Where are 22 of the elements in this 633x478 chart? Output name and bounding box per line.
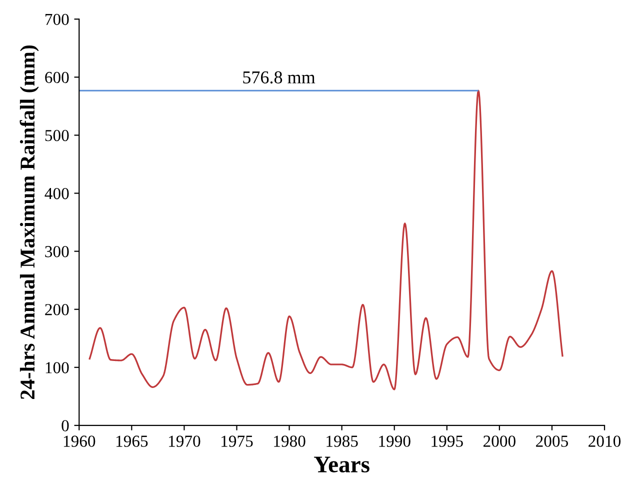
x-tick-label: 1995 (432, 436, 463, 447)
y-tick-label: 500 (45, 130, 69, 142)
x-tick-label: 1970 (169, 436, 200, 447)
x-tick-label: 1960 (64, 436, 96, 447)
y-axis-title: 24-hrs Annual Maximum Rainfall (mm) (20, 46, 39, 400)
x-tick-label: 1975 (222, 436, 253, 447)
ref-line-label: 576.8 mm (243, 71, 316, 84)
y-tick-label: 400 (44, 188, 69, 200)
y-tick-label: 100 (46, 362, 69, 374)
y-tick-label: 0 (62, 420, 69, 432)
y-tick-label: 700 (46, 14, 69, 26)
y-tick-label: 600 (45, 72, 69, 84)
x-tick-label: 1980 (274, 436, 306, 447)
y-tick-label: 300 (45, 246, 69, 258)
x-tick-label: 2005 (536, 436, 568, 447)
x-tick-label: 1985 (326, 436, 358, 447)
x-tick-label: 1990 (379, 436, 410, 447)
y-tick-label: 200 (45, 304, 69, 316)
x-tick-label: 1965 (116, 436, 148, 447)
x-axis-title: Years (314, 456, 370, 472)
x-tick-label: 2010 (588, 436, 621, 447)
x-tick-label: 2000 (484, 436, 516, 447)
